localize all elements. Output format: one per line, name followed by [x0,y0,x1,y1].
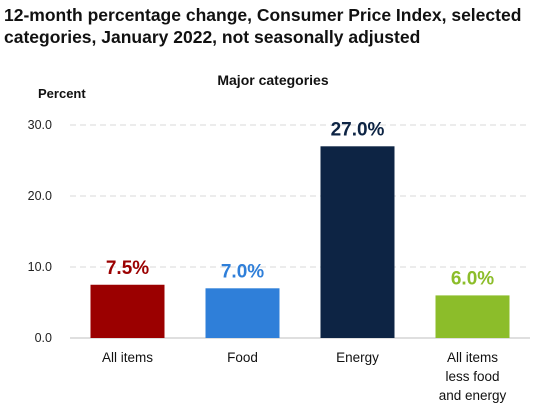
y-tick-label: 0.0 [35,331,52,345]
x-tick-label: less food [445,369,499,384]
bar [205,288,280,338]
bar [435,295,510,338]
chart-subtitle: Major categories [217,72,329,88]
y-tick-label: 20.0 [28,189,52,203]
data-label: 27.0% [331,119,385,140]
y-axis-label: Percent [38,86,86,101]
chart-title: 12-month percentage change, Consumer Pri… [4,5,522,47]
x-tick-label: and energy [439,388,507,403]
y-tick-label: 30.0 [28,118,52,132]
x-tick-label: Energy [336,350,379,365]
x-tick-label: Food [227,350,258,365]
x-tick-label: All items [102,350,153,365]
bar [320,146,395,338]
y-tick-label: 10.0 [28,260,52,274]
data-label: 6.0% [451,268,494,289]
x-tick-label: All items [447,350,498,365]
data-label: 7.5% [106,258,149,279]
data-label: 7.0% [221,261,264,282]
bar [90,284,165,338]
